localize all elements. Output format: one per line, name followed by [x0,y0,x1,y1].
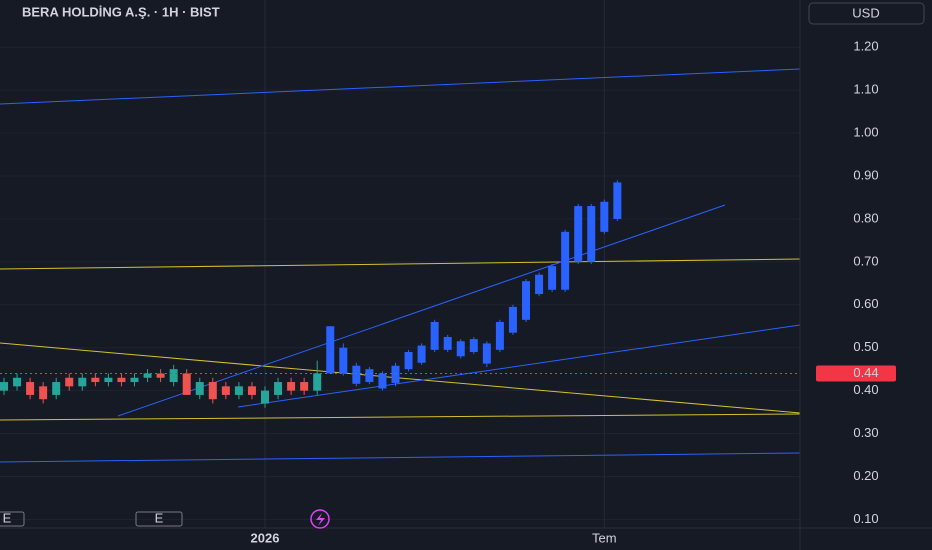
trendline [237,324,801,408]
y-tick-label: 0.70 [853,253,878,268]
candle-body [195,382,204,395]
candle-body [208,382,217,400]
event-icon[interactable] [310,509,330,529]
candle-body [39,386,48,400]
candle-body [365,369,374,383]
chart-title: BERA HOLDİNG A.Ş. · 1H · BIST [22,4,220,19]
candle-body [404,352,413,370]
trendline [0,452,801,463]
last-price-label: 0.44 [853,365,878,380]
candle-body [300,382,309,391]
y-tick-label: 0.50 [853,339,878,354]
candle-body [378,373,387,389]
candle-body [143,373,152,378]
candle-body [221,386,230,395]
candle-body [482,343,491,364]
candle-body [561,231,570,290]
event-label[interactable]: E [155,510,164,525]
y-tick-label: 0.10 [853,511,878,526]
candle-body [261,390,269,404]
candle-body [117,377,126,383]
candle-body [104,377,113,383]
candle-body [352,365,361,384]
candle-body [495,321,504,350]
candle-body [169,369,178,383]
candle-body [469,339,478,352]
trendline [0,342,801,414]
candle-body [13,377,22,387]
y-tick-label: 0.20 [853,468,878,483]
candles [0,180,622,408]
trendline [0,68,801,105]
candle-body [613,182,622,219]
grid [0,0,800,528]
trendline [0,413,801,421]
candle-body [522,281,530,320]
candle-body [130,377,139,383]
event-badge[interactable] [0,511,25,527]
trendlines [0,68,801,463]
candle-body [26,382,35,395]
event-icon [316,513,325,526]
candle-body [52,382,61,395]
candle-body [391,365,400,383]
currency[interactable]: USD [852,5,879,20]
candle-body [91,377,100,383]
y-tick-label: 0.60 [853,296,878,311]
y-tick-label: 0.90 [853,167,878,182]
candle-body [65,377,74,387]
y-tick-label: 0.40 [853,382,878,397]
candle-body [0,382,8,391]
candle-body [508,306,517,333]
candle-body [287,382,296,391]
candle-body [234,386,243,395]
trendline [0,258,801,270]
y-tick-label: 1.20 [853,39,878,54]
candle-body [326,326,335,374]
candle-body [182,373,191,395]
y-tick-label: 0.80 [853,210,878,225]
candle-body [156,373,165,378]
x-tick-label: 2026 [251,530,280,545]
last-price-box [816,365,896,382]
currency-box [808,2,925,25]
x-tick-label: Tem [592,530,617,545]
candle-body [456,341,465,357]
candle-body [587,206,596,262]
candle-body [535,274,544,295]
event-label[interactable]: E [3,510,12,525]
candle-body [430,321,439,350]
y-tick-label: 1.10 [853,82,878,97]
y-tick-label: 0.30 [853,425,878,440]
candle-body [247,386,256,395]
candle-body [417,345,426,363]
candle-body [339,347,348,374]
candle-body [313,373,322,391]
candle-body [548,266,557,290]
y-tick-label: 1.00 [853,125,878,140]
candle-body [574,206,583,262]
candle-body [443,336,452,350]
candle-body [274,382,283,395]
candle-body [78,377,87,387]
candle-body [600,201,609,232]
trendline [117,204,726,417]
event-badge[interactable] [135,511,183,527]
